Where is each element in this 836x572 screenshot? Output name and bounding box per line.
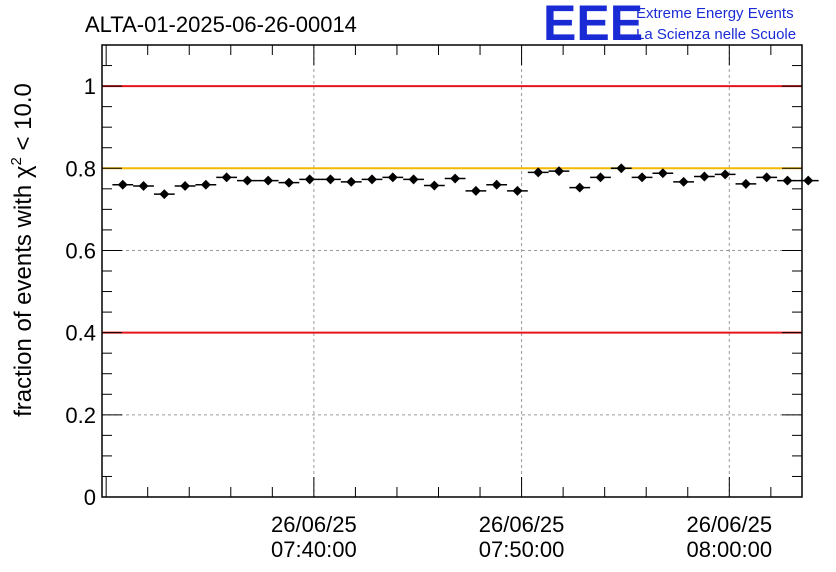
x-tick-time-label: 08:00:00	[686, 537, 772, 562]
data-point	[346, 176, 357, 187]
data-point	[491, 179, 502, 190]
y-tick-label: 0.6	[65, 238, 96, 263]
data-point	[657, 168, 668, 179]
data-point	[740, 178, 751, 189]
reference-lines	[102, 85, 802, 334]
y-axis-label: fraction of events with χ2 < 10.0	[8, 83, 37, 417]
logo-line-1: Extreme Energy Events	[636, 5, 794, 22]
data-point	[242, 175, 253, 186]
data-point	[159, 189, 170, 200]
y-tick-label: 0.8	[65, 156, 96, 181]
chart-title: ALTA-01-2025-06-26-00014	[85, 12, 357, 37]
data-point	[554, 166, 564, 177]
data-point	[699, 171, 710, 182]
data-point	[408, 174, 419, 185]
data-point	[595, 172, 606, 183]
data-point	[470, 185, 481, 196]
eee-logo: EEE Extreme Energy Events La Scienza nel…	[543, 0, 796, 51]
data-point	[512, 185, 523, 196]
data-point	[117, 179, 128, 190]
x-tick-date-label: 26/06/25	[686, 512, 772, 537]
y-tick-label: 0.2	[65, 403, 96, 428]
x-tick-date-label: 26/06/25	[479, 512, 565, 537]
data-point	[574, 182, 585, 193]
data-point	[200, 179, 211, 190]
data-point	[616, 163, 627, 174]
y-axis-label-prefix: fraction of events with	[10, 178, 37, 417]
data-point	[367, 174, 377, 185]
data-point	[325, 174, 336, 185]
y-axis-label-suffix: < 10.0	[10, 83, 37, 157]
logo-letters: EEE	[543, 0, 643, 51]
x-tick-time-label: 07:40:00	[271, 537, 357, 562]
data-point	[533, 167, 544, 178]
y-tick-label: 0	[84, 485, 96, 510]
y-axis-label-symbol: χ	[10, 165, 37, 178]
data-point	[138, 180, 149, 191]
axes	[101, 44, 803, 498]
data-point	[761, 172, 772, 183]
data-point	[387, 172, 398, 183]
data-point	[283, 177, 294, 188]
data-point	[180, 180, 191, 191]
data-point	[429, 180, 440, 191]
x-tick-date-label: 26/06/25	[271, 512, 357, 537]
data-point	[782, 175, 793, 186]
tick-labels: 00.20.40.60.8126/06/2507:40:0026/06/2507…	[65, 74, 772, 562]
grid-layer	[102, 45, 802, 497]
logo-line-2: La Scienza nelle Scuole	[636, 26, 796, 43]
x-tick-time-label: 07:50:00	[479, 537, 565, 562]
data-points	[112, 163, 819, 200]
y-tick-label: 1	[84, 74, 96, 99]
plot-frame	[101, 44, 803, 498]
data-point	[450, 173, 461, 184]
data-point	[720, 169, 731, 180]
data-point	[803, 175, 814, 186]
data-point	[678, 176, 689, 187]
y-axis-label-sup: 2	[8, 157, 25, 165]
data-point	[304, 174, 315, 185]
data-point	[263, 175, 274, 186]
data-point	[637, 172, 648, 183]
data-point	[221, 172, 232, 183]
y-tick-label: 0.4	[65, 321, 96, 346]
